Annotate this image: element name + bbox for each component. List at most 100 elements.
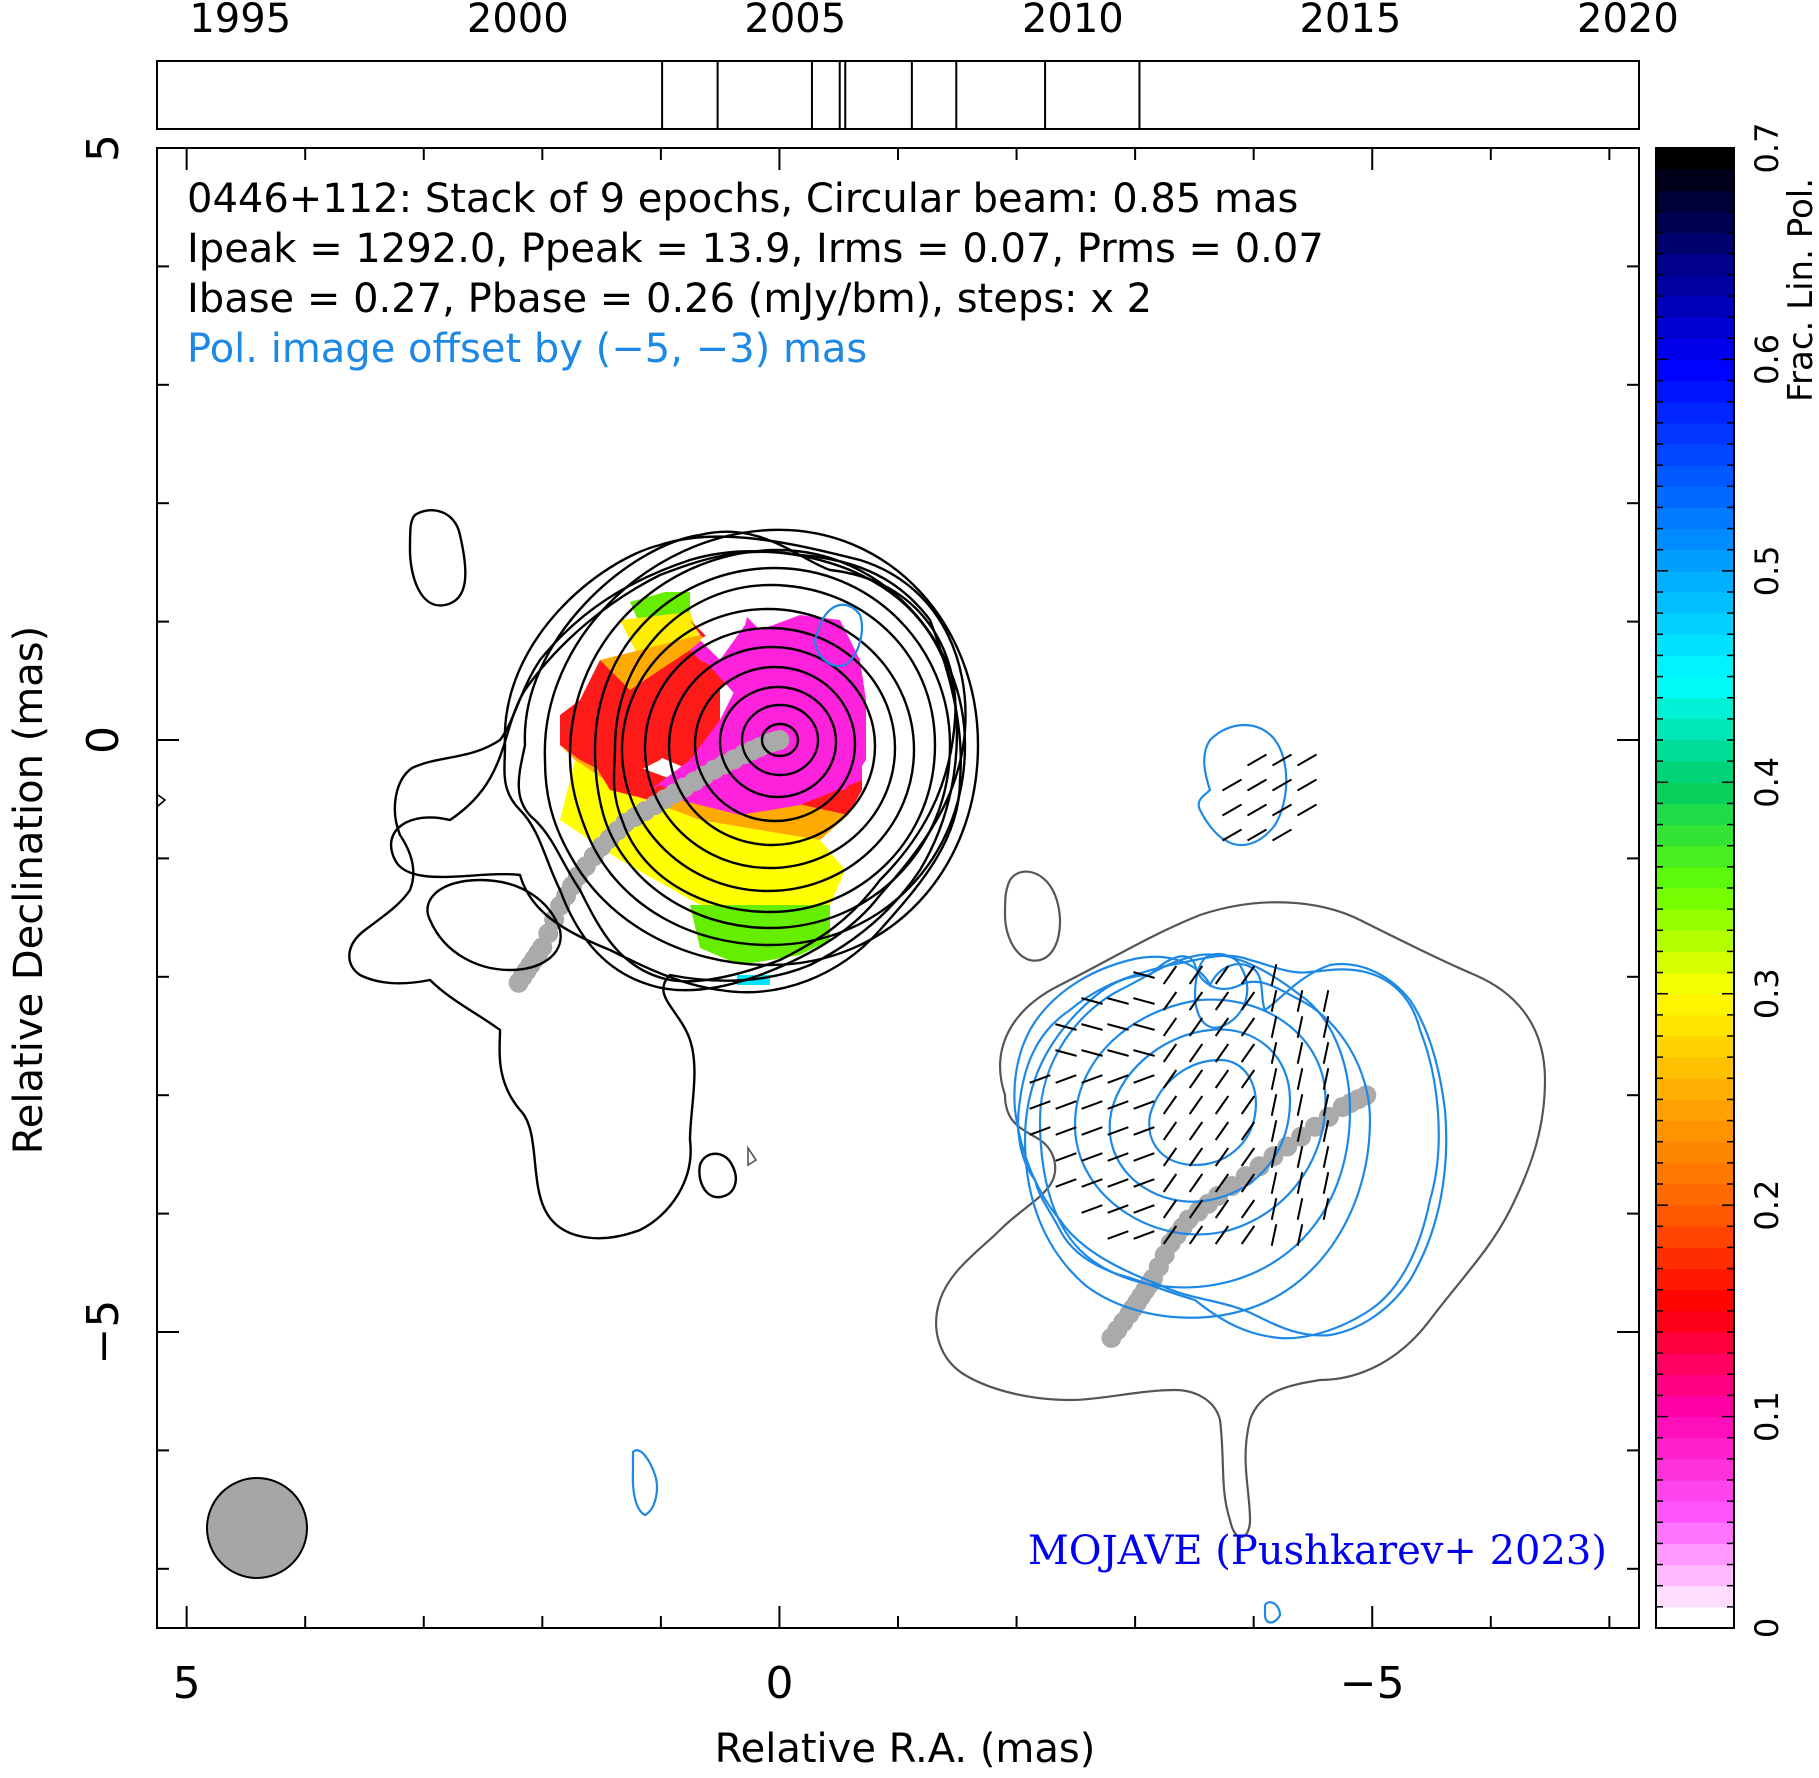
colorbar-cell	[1656, 1374, 1734, 1396]
evpa-stick	[1322, 1198, 1330, 1220]
colorbar-tick-label: 0	[1748, 1618, 1786, 1638]
evpa-stick	[1270, 1094, 1278, 1116]
colorbar-cell	[1656, 211, 1734, 234]
evpa-stick	[1133, 1049, 1155, 1057]
evpa-stick	[1240, 1199, 1256, 1219]
evpa-stick	[1296, 753, 1318, 767]
evpa-stick	[1188, 1173, 1204, 1193]
evpa-stick	[1055, 1152, 1077, 1162]
evpa-stick	[1107, 1178, 1129, 1188]
pol-contour-core	[1197, 723, 1288, 847]
evpa-stick	[1029, 1100, 1051, 1110]
colorbar-cell	[1656, 951, 1734, 974]
evpa-stick	[1081, 1100, 1103, 1110]
colorbar-cell	[1656, 1205, 1734, 1227]
colorbar-cell	[1656, 1395, 1734, 1418]
intensity-contours	[157, 508, 980, 1240]
evpa-stick	[1055, 1178, 1077, 1188]
pol-contour-8	[1013, 955, 1448, 1337]
colorbar-cell	[1656, 190, 1734, 212]
evpa-stick	[1240, 1173, 1256, 1193]
y-axis-label: Relative Declination (mas)	[6, 626, 52, 1154]
colorbar-cell	[1656, 232, 1734, 255]
colorbar-label: Frac. Lin. Pol.	[1781, 178, 1819, 402]
colorbar-tick-labels: 0 0.1 0.2 0.3 0.4 0.5 0.6 0.7	[1748, 123, 1786, 1639]
evpa-stick	[1221, 778, 1243, 792]
evpa-stick	[1270, 1016, 1278, 1038]
evpa-stick	[1162, 1069, 1178, 1089]
frame-ticks	[157, 147, 1639, 1628]
contour-5	[667, 645, 877, 847]
main-plot: 0446+112: Stack of 9 epochs, Circular be…	[6, 134, 1640, 1772]
pol-contour-2	[1108, 1028, 1292, 1203]
evpa-stick	[1081, 1023, 1103, 1031]
evpa-stick	[1214, 1069, 1230, 1089]
colorbar-cell	[1656, 296, 1734, 318]
ridgeline-total-intensity	[508, 730, 790, 993]
evpa-stick	[1081, 1178, 1103, 1188]
colorbar-cell	[1656, 1543, 1734, 1566]
evpa-stick	[1188, 1121, 1204, 1141]
colorbar-cell	[1656, 824, 1734, 847]
y-tick-labels: 5 0 −5	[78, 134, 129, 1364]
contour-7	[620, 607, 916, 893]
epoch-tick-label: 2010	[1022, 0, 1124, 42]
evpa-stick	[1271, 778, 1293, 792]
evpa-stick	[1240, 1043, 1256, 1063]
epoch-markers	[661, 61, 1141, 129]
evpa-stick	[1162, 1043, 1178, 1063]
evpa-sticks	[1029, 753, 1330, 1246]
colorbar-tick-label: 0.5	[1748, 545, 1786, 596]
evpa-stick	[1214, 1147, 1230, 1167]
evpa-stick	[1188, 1199, 1204, 1219]
evpa-stick	[1188, 1225, 1204, 1245]
evpa-stick	[1322, 1146, 1330, 1168]
evpa-stick	[1081, 1204, 1103, 1214]
colorbar-cell	[1656, 1162, 1734, 1185]
colorbar-cell	[1656, 972, 1734, 995]
evpa-stick	[1240, 1017, 1256, 1037]
offset-intensity-contours	[747, 870, 1547, 1538]
evpa-stick	[1162, 965, 1178, 985]
colorbar-cell	[1656, 845, 1734, 868]
ridgeline-point	[1356, 1085, 1377, 1106]
evpa-stick	[1296, 1042, 1304, 1064]
colorbar-cell	[1656, 1585, 1734, 1608]
colorbar-cell	[1656, 761, 1734, 783]
evpa-stick	[1133, 1230, 1155, 1240]
colorbar-cell	[1656, 1078, 1734, 1100]
evpa-stick	[1055, 1100, 1077, 1110]
evpa-stick	[1188, 991, 1204, 1011]
evpa-stick	[1246, 778, 1268, 792]
evpa-stick	[1162, 991, 1178, 1011]
evpa-stick	[1246, 753, 1268, 767]
evpa-stick	[1188, 1147, 1204, 1167]
evpa-stick	[1214, 1043, 1230, 1063]
colorbar-cell	[1656, 148, 1734, 170]
evpa-stick	[1270, 1224, 1278, 1246]
colorbar-cell	[1656, 592, 1734, 614]
evpa-stick	[1214, 1173, 1230, 1193]
epoch-tick-labels: 1995 2000 2005 2010 2015 2020	[189, 0, 1678, 42]
colorbar-cell	[1656, 422, 1734, 445]
evpa-stick	[1029, 1126, 1051, 1136]
evpa-stick	[1214, 1095, 1230, 1115]
x-tick-label: 5	[173, 1658, 201, 1709]
contour-11	[543, 528, 980, 967]
evpa-stick	[1107, 1100, 1129, 1110]
evpa-stick	[1271, 803, 1293, 817]
evpa-stick	[1133, 1126, 1155, 1136]
evpa-stick	[1271, 753, 1293, 767]
colorbar-cell	[1656, 1036, 1734, 1058]
evpa-stick	[1322, 990, 1330, 1012]
y-tick-label: −5	[78, 1300, 129, 1365]
evpa-stick	[1270, 964, 1278, 986]
epoch-tick-label: 1995	[189, 0, 291, 42]
evpa-stick	[1214, 1121, 1230, 1141]
evpa-stick	[1270, 1120, 1278, 1142]
evpa-stick	[1133, 1100, 1155, 1110]
evpa-stick	[1107, 1204, 1129, 1214]
colorbar-cell	[1656, 1120, 1734, 1143]
evpa-stick	[1270, 1198, 1278, 1220]
